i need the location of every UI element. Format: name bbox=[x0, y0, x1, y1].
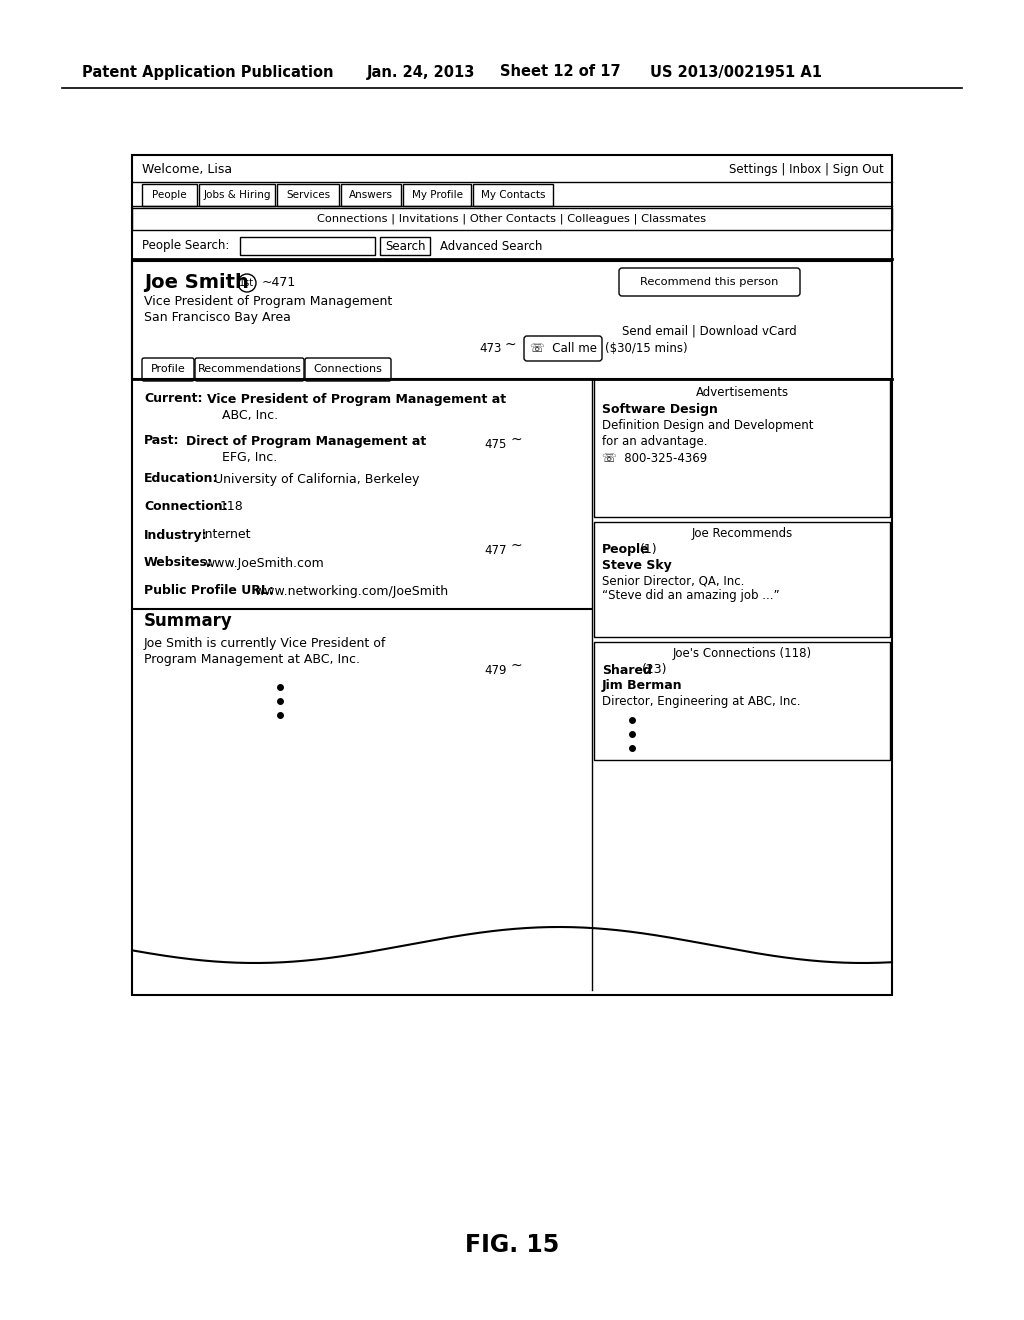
Bar bbox=[594, 521, 890, 638]
Text: Public Profile URL:: Public Profile URL: bbox=[144, 585, 273, 598]
Text: Answers: Answers bbox=[349, 190, 393, 201]
Text: Software Design: Software Design bbox=[602, 403, 718, 416]
Text: Direct of Program Management at: Direct of Program Management at bbox=[186, 434, 426, 447]
Text: My Contacts: My Contacts bbox=[480, 190, 545, 201]
Text: ~: ~ bbox=[510, 433, 521, 447]
Text: www.JoeSmith.com: www.JoeSmith.com bbox=[204, 557, 324, 569]
Text: Connections: Connections bbox=[313, 364, 382, 375]
Text: 118: 118 bbox=[220, 500, 244, 513]
Text: FIG. 15: FIG. 15 bbox=[465, 1233, 559, 1257]
Text: Current:: Current: bbox=[144, 392, 203, 405]
Bar bbox=[278, 183, 339, 206]
Bar bbox=[594, 642, 890, 760]
Text: ☏  800-325-4369: ☏ 800-325-4369 bbox=[602, 453, 708, 466]
Text: University of California, Berkeley: University of California, Berkeley bbox=[214, 473, 420, 486]
Text: Definition Design and Development: Definition Design and Development bbox=[602, 420, 813, 433]
Bar bbox=[142, 183, 197, 206]
Text: Connection:: Connection: bbox=[144, 500, 227, 513]
Text: US 2013/0021951 A1: US 2013/0021951 A1 bbox=[650, 65, 822, 79]
Text: Education:: Education: bbox=[144, 473, 218, 486]
Bar bbox=[341, 183, 401, 206]
Text: Recommend this person: Recommend this person bbox=[640, 277, 778, 286]
Text: 477: 477 bbox=[484, 544, 507, 557]
Text: Internet: Internet bbox=[202, 528, 252, 541]
Text: Welcome, Lisa: Welcome, Lisa bbox=[142, 162, 232, 176]
Text: Steve Sky: Steve Sky bbox=[602, 560, 672, 573]
Text: Search: Search bbox=[385, 239, 425, 252]
Text: EFG, Inc.: EFG, Inc. bbox=[222, 451, 278, 465]
Text: “Steve did an amazing job ...”: “Steve did an amazing job ...” bbox=[602, 590, 779, 602]
Text: People: People bbox=[602, 544, 649, 557]
Text: (1): (1) bbox=[640, 544, 657, 557]
Text: ~471: ~471 bbox=[262, 276, 296, 289]
Text: Industry:: Industry: bbox=[144, 528, 208, 541]
Text: Services: Services bbox=[286, 190, 330, 201]
Text: www.networking.com/JoeSmith: www.networking.com/JoeSmith bbox=[254, 585, 449, 598]
Text: 1st: 1st bbox=[240, 279, 255, 288]
Text: Patent Application Publication: Patent Application Publication bbox=[82, 65, 334, 79]
Text: ~: ~ bbox=[510, 539, 521, 553]
Bar bbox=[473, 183, 553, 206]
Text: ABC, Inc.: ABC, Inc. bbox=[222, 409, 279, 422]
Text: Send email | Download vCard: Send email | Download vCard bbox=[622, 325, 797, 338]
Bar bbox=[132, 209, 892, 230]
Text: People: People bbox=[153, 190, 186, 201]
Text: People Search:: People Search: bbox=[142, 239, 229, 252]
Text: ~: ~ bbox=[510, 659, 521, 673]
Text: Senior Director, QA, Inc.: Senior Director, QA, Inc. bbox=[602, 574, 744, 587]
Text: Shared: Shared bbox=[602, 664, 652, 676]
Text: Websites:: Websites: bbox=[144, 557, 213, 569]
Bar bbox=[132, 154, 892, 995]
Text: Jobs & Hiring: Jobs & Hiring bbox=[203, 190, 270, 201]
Bar bbox=[403, 183, 471, 206]
Text: Advanced Search: Advanced Search bbox=[440, 239, 543, 252]
Text: Profile: Profile bbox=[151, 364, 185, 375]
Text: ~: ~ bbox=[505, 338, 517, 352]
Text: Joe's Connections (118): Joe's Connections (118) bbox=[673, 648, 812, 660]
Text: (23): (23) bbox=[642, 664, 668, 676]
Text: Joe Smith is currently Vice President of: Joe Smith is currently Vice President of bbox=[144, 636, 386, 649]
Text: Summary: Summary bbox=[144, 612, 232, 630]
Text: Director, Engineering at ABC, Inc.: Director, Engineering at ABC, Inc. bbox=[602, 696, 801, 709]
Text: ($30/15 mins): ($30/15 mins) bbox=[605, 342, 688, 355]
Bar bbox=[594, 379, 890, 517]
Text: Program Management at ABC, Inc.: Program Management at ABC, Inc. bbox=[144, 652, 360, 665]
Bar bbox=[240, 238, 375, 255]
Text: for an advantage.: for an advantage. bbox=[602, 434, 708, 447]
Text: Jim Berman: Jim Berman bbox=[602, 680, 683, 693]
Text: Sheet 12 of 17: Sheet 12 of 17 bbox=[500, 65, 621, 79]
Text: Settings | Inbox | Sign Out: Settings | Inbox | Sign Out bbox=[729, 162, 884, 176]
Text: Vice President of Program Management at: Vice President of Program Management at bbox=[207, 392, 506, 405]
Text: Joe Recommends: Joe Recommends bbox=[691, 528, 793, 540]
Text: My Profile: My Profile bbox=[412, 190, 463, 201]
Text: Joe Smith: Joe Smith bbox=[144, 273, 249, 293]
Bar bbox=[132, 261, 892, 379]
Text: Recommendations: Recommendations bbox=[198, 364, 301, 375]
Text: Advertisements: Advertisements bbox=[695, 385, 788, 399]
Text: Jan. 24, 2013: Jan. 24, 2013 bbox=[367, 65, 475, 79]
Text: 473: 473 bbox=[479, 342, 502, 355]
Text: Past:: Past: bbox=[144, 434, 179, 447]
Text: ☏  Call me: ☏ Call me bbox=[529, 342, 597, 355]
Text: 475: 475 bbox=[484, 437, 507, 450]
Text: Connections | Invitations | Other Contacts | Colleagues | Classmates: Connections | Invitations | Other Contac… bbox=[317, 214, 707, 224]
Text: Vice President of Program Management: Vice President of Program Management bbox=[144, 294, 392, 308]
Text: San Francisco Bay Area: San Francisco Bay Area bbox=[144, 310, 291, 323]
Bar bbox=[380, 238, 430, 255]
Text: 479: 479 bbox=[484, 664, 507, 676]
Bar bbox=[199, 183, 275, 206]
